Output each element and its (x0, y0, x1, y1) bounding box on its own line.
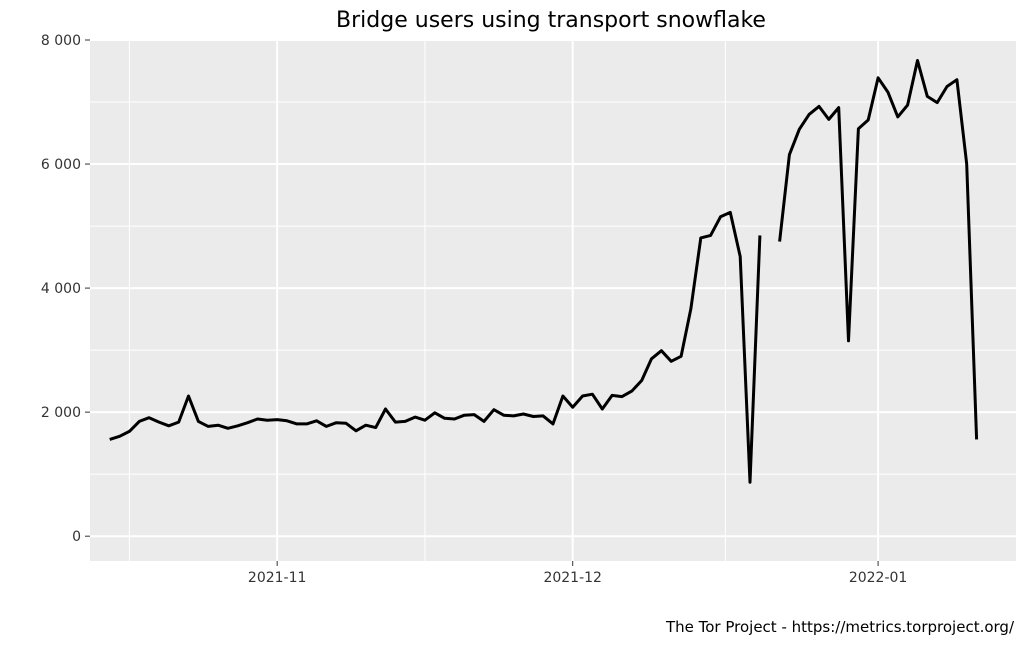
y-tick-label: 0 (72, 529, 81, 545)
y-tick-label: 4 000 (41, 281, 81, 297)
x-axis: 2021-11 2021-12 2022-01 (248, 561, 907, 586)
y-axis: 0 2 000 4 000 6 000 8 000 (41, 33, 90, 545)
x-tick-label: 2021-11 (248, 570, 307, 586)
x-tick-label: 2022-01 (849, 570, 908, 586)
y-tick-label: 6 000 (41, 157, 81, 173)
series-layer (109, 59, 979, 484)
y-tick-label: 2 000 (41, 405, 81, 421)
chart-title: Bridge users using transport snowflake (336, 8, 766, 33)
series-line-segment (109, 210, 762, 484)
minor-gridlines (90, 40, 1016, 561)
x-tick-label: 2021-12 (543, 570, 602, 586)
major-gridlines (90, 39, 1016, 561)
series-line-segment (778, 59, 979, 440)
chart-caption: The Tor Project - https://metrics.torpro… (665, 618, 1015, 636)
y-tick-label: 8 000 (41, 33, 81, 49)
